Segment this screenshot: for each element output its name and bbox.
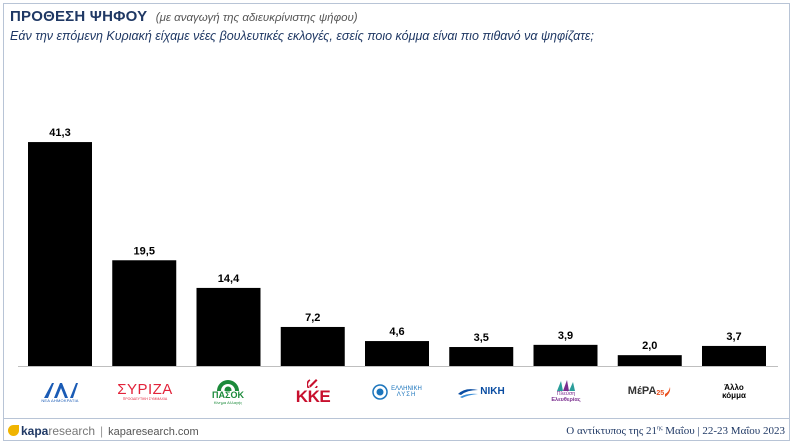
- elliniki-lysi-line1: ΕΛΛΗΝΙΚΗ: [391, 385, 422, 392]
- syriza-wordmark: ΣΥΡΙΖΑ: [117, 381, 173, 399]
- bar-3: [196, 287, 261, 366]
- bar-value-label-1: 41,3: [49, 127, 70, 139]
- bar-value-label-4: 7,2: [305, 312, 320, 324]
- plefsi-logo: Πλεύση Ελευθερίας: [531, 374, 601, 410]
- bar-1: [28, 142, 92, 366]
- footer-divider: [4, 418, 789, 419]
- bar-value-label-7: 3,9: [558, 330, 573, 342]
- bar-4: [280, 326, 345, 366]
- plefsi-sails-icon: [557, 380, 575, 392]
- syriza-caption: ΠΡΟΟΔΕΥΤΙΚΗ ΣΥΜΜΑΧΙΑ: [122, 397, 168, 402]
- fieldwork-dates: 22-23 Μαΐου 2023: [702, 425, 785, 437]
- kke-wordmark: ΚΚΕ: [295, 387, 331, 407]
- plefsi-line2: Ελευθερίας: [551, 397, 581, 403]
- pasok-caption: Κίνημα Αλλαγής: [213, 399, 243, 405]
- elliniki-lysi-logo: ΕΛΛΗΝΙΚΗ ΛΥΣΗ: [362, 374, 432, 410]
- bar-2: [112, 260, 177, 366]
- chart-title: ΠΡΟΘΕΣΗ ΨΗΦΟΥ: [10, 8, 148, 25]
- bar-value-label-6: 3,5: [474, 332, 489, 344]
- mera25-logo: ΜέΡΑ 25: [615, 374, 685, 410]
- elliniki-lysi-emblem-icon: [372, 384, 388, 400]
- niki-wings-icon: [458, 389, 479, 398]
- nd-caption: ΝΕΑ ΔΗΜΟΚΡΑΤΙΑ: [41, 397, 79, 403]
- bar-5: [365, 341, 429, 366]
- kke-hammer-sickle-icon: [307, 379, 318, 389]
- other-party-label: Άλλο κόμμα: [699, 374, 769, 410]
- nd-logo: ΝΕΑ ΔΗΜΟΚΡΑΤΙΑ: [25, 374, 95, 410]
- bar-value-label-9: 3,7: [726, 331, 741, 343]
- mera25-number: 25: [656, 390, 665, 398]
- syriza-logo: ΣΥΡΙΖΑ ΠΡΟΟΔΕΥΤΙΚΗ ΣΥΜΜΑΧΙΑ: [110, 374, 180, 410]
- pasok-wordmark: ΠΑΣΟΚ: [212, 390, 244, 401]
- other-party-line1: Άλλο: [724, 382, 744, 392]
- bar-value-label-5: 4,6: [389, 326, 404, 338]
- bar-value-label-8: 2,0: [642, 340, 657, 352]
- bar-8: [617, 355, 682, 366]
- other-party-line2: κόμμα: [722, 391, 746, 400]
- niki-logo: ΝΙΚΗ: [446, 374, 516, 410]
- bar-7: [533, 344, 598, 366]
- kke-logo: ΚΚΕ: [278, 374, 348, 410]
- chart-title-note: (με αναγωγή της αδιευκρίνιστης ψήφου): [155, 12, 358, 24]
- source-month: Μαΐου: [662, 425, 695, 437]
- elliniki-lysi-line2: ΛΥΣΗ: [396, 392, 417, 398]
- nd-emblem-icon: [44, 382, 78, 398]
- bar-9: [702, 345, 766, 366]
- kapa-research-icon: [8, 425, 19, 436]
- mera25-wordmark: ΜέΡΑ: [627, 385, 657, 398]
- plefsi-line1: Πλεύση: [556, 391, 576, 398]
- bar-value-label-3: 14,4: [218, 273, 240, 285]
- source-text: Ο αντίκτυπος της 21: [566, 425, 657, 437]
- source-sup: ης: [656, 425, 663, 432]
- bar-value-label-2: 19,5: [134, 245, 155, 257]
- survey-question: Εάν την επόμενη Κυριακή είχαμε νέες βουλ…: [10, 29, 594, 43]
- title-row: ΠΡΟΘΕΣΗ ΨΗΦΟΥ (με αναγωγή της αδιευκρίνι…: [10, 8, 358, 26]
- brand-url[interactable]: kaparesearch.com: [108, 426, 199, 438]
- pasok-logo: ΠΑΣΟΚ Κίνημα Αλλαγής: [193, 374, 263, 410]
- footer-source: Ο αντίκτυπος της 21ης Μαΐου | 22-23 Μαΐο…: [566, 425, 785, 437]
- mera25-swoosh-icon: [665, 387, 671, 397]
- pasok-sun-icon: [217, 380, 239, 392]
- bar-6: [449, 347, 514, 366]
- footer-brand: kaparesearch | kaparesearch.com: [8, 424, 199, 438]
- niki-wordmark: ΝΙΚΗ: [480, 385, 505, 397]
- brand-name: kaparesearch: [21, 424, 96, 438]
- chart-frame: [3, 3, 790, 441]
